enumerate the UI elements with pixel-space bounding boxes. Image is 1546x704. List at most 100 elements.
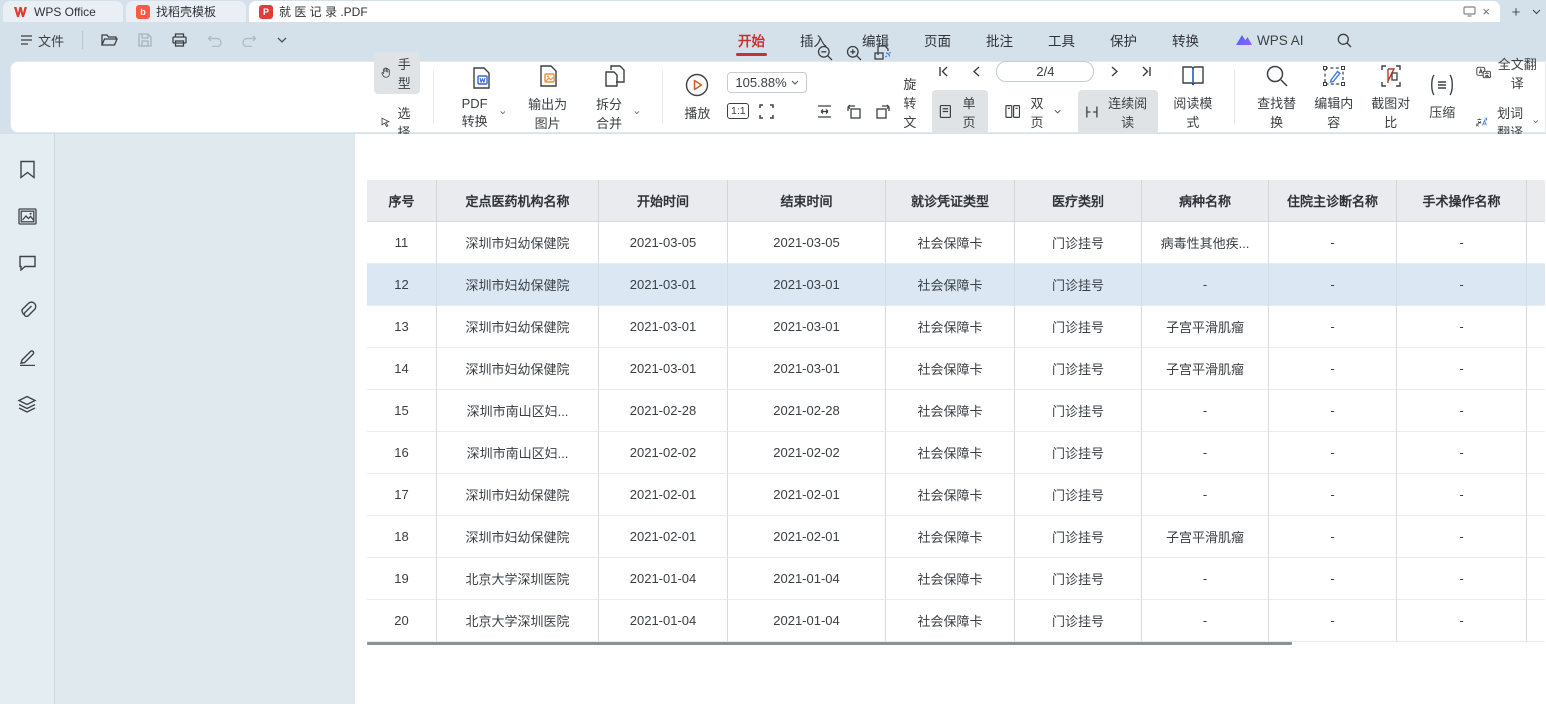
table-row[interactable]: 16 深圳市南山区妇... 2021-02-02 2021-02-02 社会保障卡 门诊挂… (367, 432, 1545, 474)
ribbon-tab-comment[interactable]: 批注 (986, 34, 1013, 49)
tab-wps-office[interactable]: WPS Office (3, 1, 123, 22)
table-cell: 门诊挂号 (1015, 222, 1142, 264)
redo-button[interactable] (236, 30, 263, 51)
table-cell: - (1397, 348, 1527, 390)
attachments-panel-button[interactable] (10, 295, 44, 325)
divider (1234, 70, 1236, 124)
zoom-in-button[interactable] (842, 42, 865, 64)
rotate-left-button[interactable] (842, 101, 865, 123)
print-button[interactable] (166, 29, 193, 51)
ribbon-tab-convert[interactable]: 转换 (1172, 34, 1199, 49)
find-replace-button[interactable]: 查找替换 (1248, 64, 1305, 131)
pointer-tools-group: 手型 选择 (374, 51, 421, 143)
compress-button[interactable]: 压缩 (1419, 73, 1465, 121)
table-cell: 2021-01-04 (599, 600, 728, 642)
quick-tools-chevron[interactable] (271, 33, 293, 47)
table-cell: 2021-02-01 (728, 474, 886, 516)
table-cell-filler (1527, 474, 1545, 516)
find-replace-label: 查找替换 (1257, 95, 1297, 130)
play-button[interactable]: 播放 (675, 72, 719, 122)
table-cell: 2021-02-02 (728, 432, 886, 474)
undo-button[interactable] (201, 30, 228, 51)
screen-share-icon[interactable] (1463, 6, 1477, 17)
ribbon-tab-protect[interactable]: 保护 (1110, 34, 1137, 49)
zoom-out-icon (817, 45, 833, 60)
full-text-translate-button[interactable]: 全文翻译 (1469, 52, 1545, 94)
rotate-right-button[interactable] (871, 101, 894, 123)
bookmarks-panel-button[interactable] (10, 154, 44, 184)
continuous-read-button[interactable]: 连续阅读 (1078, 89, 1159, 134)
divider (82, 31, 84, 49)
double-page-view-button[interactable]: 双页 (998, 90, 1068, 134)
table-header-row: 序号 定点医药机构名称 开始时间 结束时间 就诊凭证类型 医疗类别 病种名称 住院主诊断名称手… (367, 180, 1545, 222)
table-cell: 门诊挂号 (1015, 264, 1142, 306)
table-row[interactable]: 20 北京大学深圳医院 2021-01-04 2021-01-04 社会保障卡 门诊挂号 -… (367, 600, 1545, 642)
tab-list-chevron-icon[interactable] (1526, 2, 1546, 22)
ribbon-tab-insert[interactable]: 插入 (800, 34, 827, 49)
table-row[interactable]: 17 深圳市妇幼保健院 2021-02-01 2021-02-01 社会保障卡 门诊挂号 -… (367, 474, 1545, 516)
ribbon-tab-page[interactable]: 页面 (924, 34, 951, 49)
screenshot-compare-button[interactable]: 截图对比 (1362, 64, 1419, 131)
single-page-view-button[interactable]: 单页 (932, 89, 988, 134)
tab-docer-templates[interactable]: b 找稻壳模板 (126, 1, 246, 22)
close-tab-icon[interactable]: × (1482, 4, 1490, 19)
ribbon-search-button[interactable] (1337, 33, 1352, 48)
table-row[interactable]: 11 深圳市妇幼保健院 2021-03-05 2021-03-05 社会保障卡 门诊挂号病… (367, 222, 1545, 264)
table-row[interactable]: 13 深圳市妇幼保健院 2021-03-01 2021-03-01 社会保障卡 门诊挂号子… (367, 306, 1545, 348)
hand-tool-button[interactable]: 手型 (374, 51, 421, 94)
file-menu-button[interactable]: 文件 (14, 27, 70, 54)
ribbon-tab-tools[interactable]: 工具 (1048, 34, 1075, 49)
table-row[interactable]: 14 深圳市妇幼保健院 2021-03-01 2021-03-01 社会保障卡 门诊挂号子… (367, 348, 1545, 390)
tab-document-pdf[interactable]: P 就 医 记 录 .PDF × (249, 1, 1500, 22)
pdf-convert-button[interactable]: PDF转换 (447, 65, 515, 130)
table-cell: 门诊挂号 (1015, 348, 1142, 390)
page-indicator-input[interactable]: 2/4 (996, 61, 1095, 82)
column-header: 定点医药机构名称 (437, 180, 599, 222)
fit-width-button[interactable] (813, 101, 836, 123)
open-file-button[interactable] (95, 29, 124, 51)
first-page-icon (939, 66, 948, 77)
signature-panel-button[interactable] (10, 342, 44, 372)
table-cell: 社会保障卡 (886, 264, 1015, 306)
ribbon-tabs: 开始 插入 编辑 页面 批注 工具 保护 转换 WPS AI (736, 22, 1352, 58)
translate-group: 全文翻译 划词翻译 (1469, 52, 1545, 143)
thumbnails-panel-button[interactable] (10, 201, 44, 231)
wps-ai-button[interactable]: WPS AI (1236, 33, 1304, 48)
chevron-down-icon (1054, 109, 1061, 114)
read-mode-button[interactable]: 阅读模式 (1164, 64, 1221, 131)
split-merge-button[interactable]: 拆分合并 (581, 63, 649, 132)
rotate-pages-button[interactable] (871, 42, 894, 64)
zoom-out-button[interactable] (813, 42, 836, 64)
previous-page-button[interactable] (964, 61, 987, 83)
column-header: 序号 (367, 180, 437, 222)
table-row[interactable]: 19 北京大学深圳医院 2021-01-04 2021-01-04 社会保障卡 门诊挂号 -… (367, 558, 1545, 600)
save-button[interactable] (132, 29, 158, 51)
table-cell: - (1397, 600, 1527, 642)
edit-content-button[interactable]: 编辑内容 (1305, 64, 1362, 131)
undo-icon (207, 35, 222, 47)
zoom-level-combobox[interactable]: 105.88% (727, 72, 808, 93)
new-tab-button[interactable]: + (1511, 3, 1521, 21)
table-row[interactable]: 12 深圳市妇幼保健院 2021-03-01 2021-03-01 社会保障卡 门诊挂号 -… (367, 264, 1545, 306)
table-row[interactable]: 18 深圳市妇幼保健院 2021-02-01 2021-02-01 社会保障卡 门诊挂号子… (367, 516, 1545, 558)
actual-size-button[interactable]: 1:1 (727, 103, 750, 119)
pdf-page[interactable]: 序号 定点医药机构名称 开始时间 结束时间 就诊凭证类型 医疗类别 病种名称 住院主诊断名称手… (355, 134, 1546, 704)
table-cell: 北京大学深圳医院 (437, 600, 599, 642)
ribbon-tab-home[interactable]: 开始 (736, 22, 767, 58)
table-cell: 社会保障卡 (886, 474, 1015, 516)
export-image-button[interactable]: 输出为图片 (514, 63, 581, 132)
ribbon-tab-edit[interactable]: 编辑 (862, 34, 889, 49)
last-page-button[interactable] (1135, 61, 1158, 83)
table-cell: 2021-01-04 (728, 600, 886, 642)
layers-panel-button[interactable] (10, 389, 44, 419)
first-page-button[interactable] (932, 61, 955, 83)
table-row[interactable]: 15 深圳市南山区妇... 2021-02-28 2021-02-28 社会保障卡 门诊挂… (367, 390, 1545, 432)
table-cell: 门诊挂号 (1015, 390, 1142, 432)
comments-panel-button[interactable] (10, 248, 44, 278)
fit-page-button[interactable] (755, 100, 778, 122)
table-cell: 2021-02-01 (599, 474, 728, 516)
divider (433, 70, 434, 124)
table-cell: - (1142, 432, 1269, 474)
next-page-button[interactable] (1103, 61, 1126, 83)
navigation-panel (55, 134, 355, 704)
